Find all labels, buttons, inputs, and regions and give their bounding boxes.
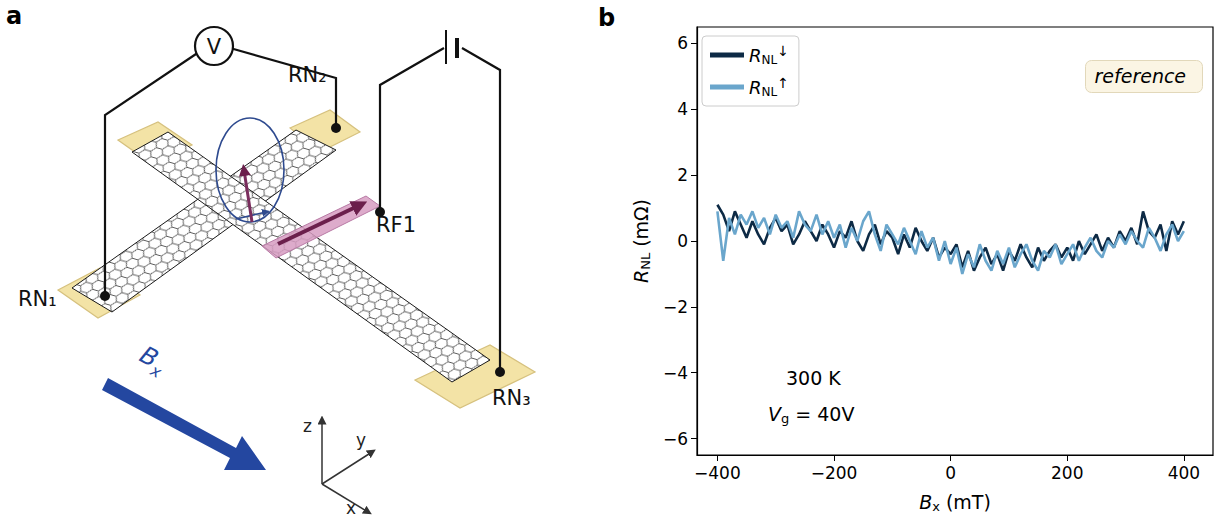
svg-text:200: 200 [1051,463,1083,483]
svg-text:−6: −6 [663,429,688,449]
svg-text:R: R [749,45,762,66]
svg-text:g: g [781,411,789,426]
svg-text:z: z [303,416,312,436]
svg-text:400: 400 [1168,463,1200,483]
svg-text:4: 4 [677,99,688,119]
svg-text:x: x [932,499,940,514]
svg-text:RN₂: RN₂ [288,63,327,87]
svg-text:(mΩ): (mΩ) [630,199,652,253]
svg-text:NL: NL [762,53,778,67]
svg-text:Bx: Bx [133,341,172,383]
svg-text:a: a [6,2,22,30]
svg-text:reference: reference [1095,65,1187,87]
svg-text:RF1: RF1 [376,213,416,237]
svg-text:−4: −4 [663,363,688,383]
svg-text:−2: −2 [663,297,688,317]
svg-text:NL: NL [638,252,653,270]
svg-text:R: R [749,77,762,98]
svg-text:RN₃: RN₃ [492,386,531,410]
svg-text:0: 0 [677,231,688,251]
svg-text:2: 2 [677,165,688,185]
svg-text:0: 0 [945,463,956,483]
svg-text:= 40V: = 40V [789,403,854,425]
svg-text:R: R [630,270,652,283]
svg-text:y: y [356,430,366,450]
svg-text:b: b [598,4,615,32]
svg-text:B: B [919,491,932,513]
svg-text:(mT): (mT) [940,491,991,513]
svg-text:300 K: 300 K [786,367,841,389]
svg-text:↑: ↑ [777,75,789,91]
svg-text:−200: −200 [811,463,858,483]
svg-text:V: V [207,35,222,59]
svg-text:RN₁: RN₁ [18,287,57,311]
svg-text:x: x [346,498,356,518]
svg-text:NL: NL [762,85,778,99]
svg-text:6: 6 [677,33,688,53]
svg-text:−400: −400 [694,463,741,483]
svg-text:V: V [768,402,781,425]
svg-text:↓: ↓ [777,43,789,59]
